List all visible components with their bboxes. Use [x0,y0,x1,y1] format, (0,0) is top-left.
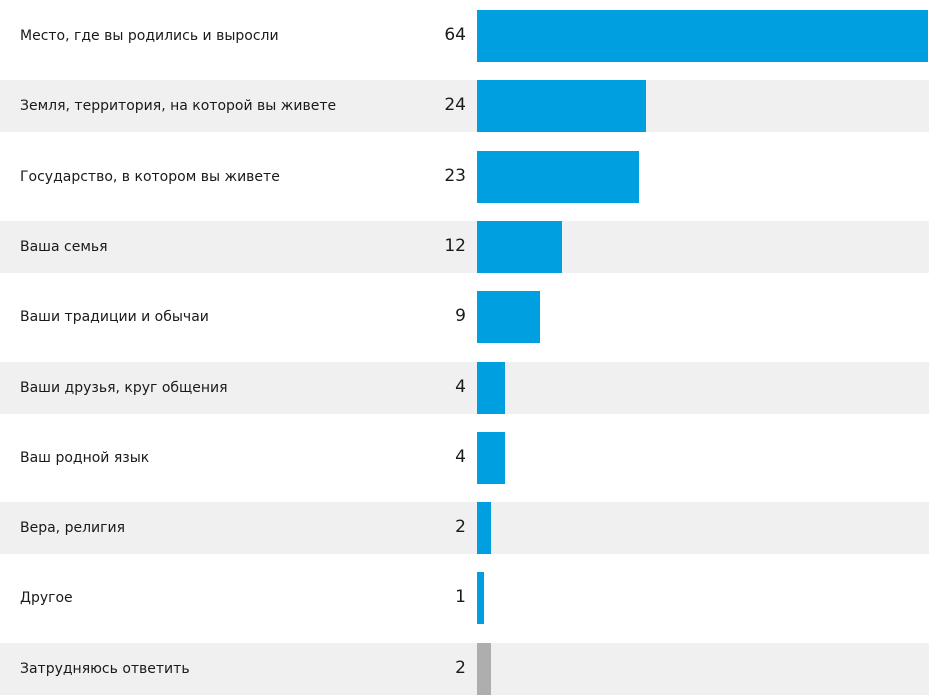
bar-row: Земля, территория, на которой вы живете 2… [0,80,929,133]
category-label: Ваши друзья, круг общения [20,379,228,396]
bar-row: Ваша семья 12 [0,220,929,273]
bar [477,502,492,555]
category-label: Ваш родной язык [20,449,150,466]
bar-row: Вера, религия 2 [0,502,929,555]
category-label: Другое [20,590,73,607]
category-label: Вера, религия [20,520,126,537]
bar [477,10,928,62]
category-label: Государство, в котором вы живете [20,168,280,185]
bar [477,361,506,414]
category-label: Затрудняюсь ответить [20,660,190,677]
bar-row: Место, где вы родились и выросли 64 [0,10,929,62]
value-label: 23 [444,165,466,186]
value-label: 2 [455,517,466,538]
bar [477,220,562,273]
value-label: 4 [455,446,466,467]
bar [477,80,647,133]
bar-row: Ваши традиции и обычаи 9 [0,291,929,344]
value-label: 64 [444,25,466,45]
bar-row: Другое 1 [0,572,929,625]
value-label: 1 [455,587,466,608]
bar-row: Ваши друзья, круг общения 4 [0,361,929,414]
value-label: 4 [455,376,466,397]
bar [477,291,541,344]
category-label: Ваша семья [20,238,108,255]
bar-row: Затрудняюсь ответить 2 [0,642,929,695]
bar [477,150,640,203]
value-label: 9 [455,306,466,327]
bar [477,431,506,484]
category-label: Место, где вы родились и выросли [20,28,279,44]
bar-row: Ваш родной язык 4 [0,431,929,484]
value-label: 2 [455,657,466,678]
bar [477,642,492,695]
value-label: 12 [444,235,466,256]
category-label: Земля, территория, на которой вы живете [20,98,337,115]
bar-row: Государство, в котором вы живете 23 [0,150,929,203]
category-label: Ваши традиции и обычаи [20,309,209,326]
value-label: 24 [444,95,466,116]
bar [477,572,484,625]
